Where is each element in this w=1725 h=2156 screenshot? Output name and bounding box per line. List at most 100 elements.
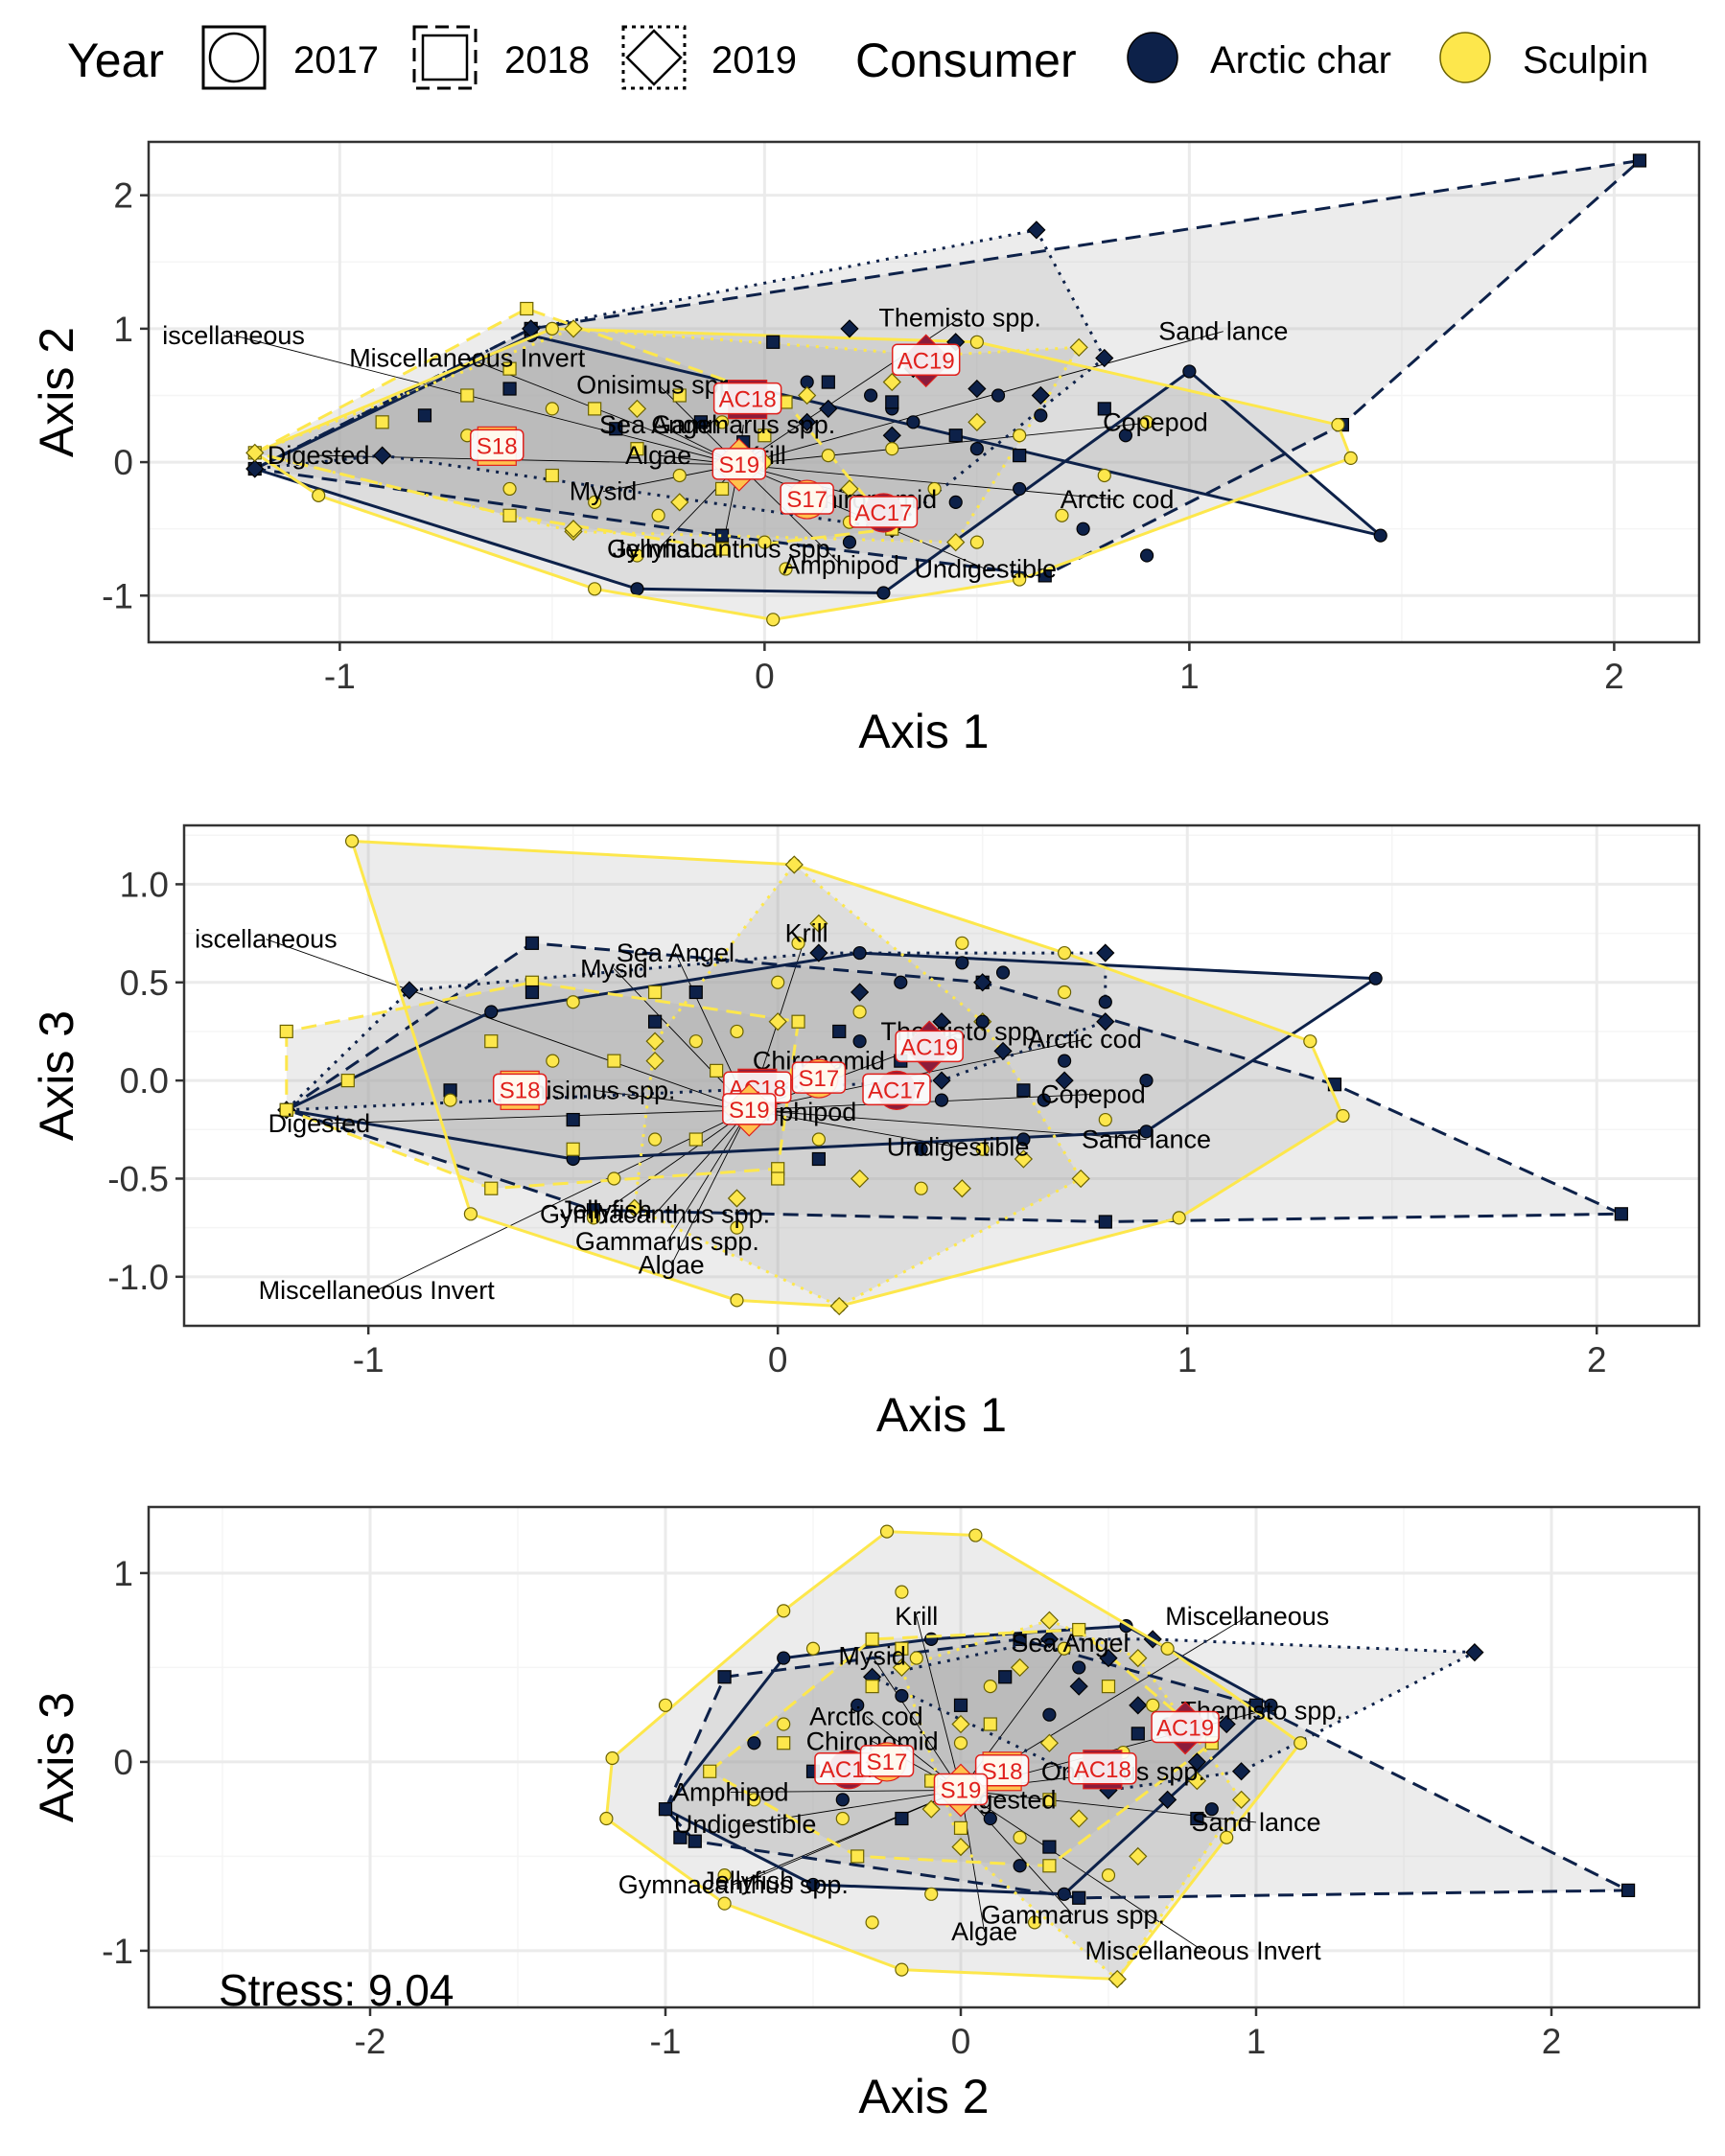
data-point-arctic-char-2019 <box>819 399 838 419</box>
panel-plot-area: Krill Miscellaneous Mysid Sea Angel Arctic c… <box>599 1524 1636 1989</box>
data-point-sculpin-2018 <box>1101 1680 1116 1694</box>
data-point-sculpin-2018 <box>771 1171 785 1186</box>
data-point-sculpin-2018 <box>714 481 730 497</box>
hull-vertex-point <box>968 1528 983 1542</box>
centroid-label-ac19: AC19 <box>897 348 955 374</box>
data-point-sculpin-2019 <box>967 412 987 431</box>
data-point-sculpin-2017 <box>983 1680 997 1694</box>
hull-fill-arctic-char-2018 <box>286 942 1621 1222</box>
centroid-label-box <box>849 496 919 528</box>
data-point-sculpin-2018 <box>865 1680 879 1694</box>
spider-line <box>748 1790 962 1882</box>
legend-key-2017 <box>201 25 267 90</box>
panel-border <box>182 823 1701 1328</box>
data-point-sculpin-2017 <box>630 548 644 563</box>
prey-label: Algae <box>639 1251 705 1280</box>
legend-square-symbol <box>421 34 469 81</box>
data-point-sculpin-2018 <box>588 402 602 416</box>
data-point-arctic-char-2019 <box>1099 1648 1118 1668</box>
data-point-sculpin-2017 <box>672 468 687 483</box>
data-point-arctic-char-2017 <box>969 442 984 456</box>
data-point-sculpin-2018 <box>953 1820 968 1835</box>
data-point-sculpin-2018 <box>545 468 559 483</box>
data-point-arctic-char-2018 <box>953 1698 968 1712</box>
hull-vertex-point <box>524 936 540 950</box>
data-point-sculpin-2017 <box>914 1181 928 1195</box>
centroid-label-ac19: AC19 <box>1156 1715 1214 1741</box>
prey-label: Onisimus spp. <box>576 370 740 399</box>
data-point-sculpin-2017 <box>779 562 793 576</box>
legend-year-2019: 2019 <box>711 39 797 81</box>
hull-outline-sculpin-2017 <box>604 1530 1303 1982</box>
data-point-sculpin-2017 <box>791 936 805 950</box>
panel-plot-area: iscellaneous Sea AngelKrillMysidThemisto … <box>195 834 1628 1316</box>
y-tick-label: 1 <box>113 310 133 349</box>
hull-vertex-point <box>1095 348 1114 368</box>
centroid-label-box <box>891 343 961 377</box>
centroid-label-ac17: AC17 <box>868 1078 925 1103</box>
data-point-sculpin-2017 <box>747 1793 761 1807</box>
data-point-sculpin-2018 <box>688 1132 703 1147</box>
x-axis-title: Axis 1 <box>876 1388 1007 1442</box>
prey-label: Sand lance <box>1158 317 1288 346</box>
hull-vertex-point <box>1042 1859 1057 1873</box>
prey-label: Miscellaneous Invert <box>349 344 586 373</box>
spider-line <box>960 1790 1203 1952</box>
prey-label: Digested <box>268 1109 371 1138</box>
data-point-sculpin-2017 <box>975 1142 990 1156</box>
legend-key-2019 <box>621 25 687 90</box>
hull-vertex-point <box>279 1024 293 1039</box>
data-point-arctic-char-2018 <box>821 375 835 389</box>
data-point-arctic-char-2018 <box>895 1811 909 1826</box>
hull-vertex-point <box>484 1005 499 1019</box>
y-tick-label: 1 <box>113 1554 133 1593</box>
hull-vertex-point <box>1620 1883 1636 1897</box>
data-point-arctic-char-2017 <box>906 415 921 429</box>
hull-vertex-point <box>630 582 644 596</box>
hull-vertex-point <box>1331 418 1345 432</box>
hull-vertex-point <box>1182 364 1197 379</box>
data-point-arctic-char-2018 <box>693 415 709 429</box>
panel-background <box>149 1507 1699 2007</box>
data-point-sculpin-2017 <box>586 1211 601 1225</box>
hull-vertex-point <box>730 1293 744 1308</box>
data-point-arctic-char-2019 <box>1055 1071 1074 1090</box>
centroid-label-s17: S17 <box>786 487 828 513</box>
prey-label: Arctic cod <box>1028 1025 1142 1054</box>
data-point-arctic-char-2017 <box>1204 1802 1219 1817</box>
data-point-sculpin-2017 <box>909 1651 923 1665</box>
x-tick-label: 1 <box>1177 1340 1198 1379</box>
spider-line <box>467 358 739 466</box>
data-point-arctic-char-2018 <box>998 1670 1013 1684</box>
hull-outline-arctic-char-2018 <box>283 941 1622 1224</box>
legend-sculpin-symbol <box>1439 32 1491 83</box>
data-point-arctic-char-2018 <box>1097 402 1111 416</box>
centroid-label-s18: S18 <box>982 1759 1023 1785</box>
centroid-label-ac17: AC17 <box>854 500 912 526</box>
prey-label: Undigestible <box>674 1810 817 1839</box>
hull-vertex-point <box>1294 1736 1308 1750</box>
panel-border <box>147 1505 1701 2009</box>
data-point-arctic-char-2017 <box>1058 1054 1072 1068</box>
y-axis-title: Axis 3 <box>30 1692 83 1822</box>
data-point-sculpin-2017 <box>502 481 517 497</box>
hull-vertex-point <box>599 1811 614 1826</box>
centroid-label-box <box>1151 1710 1220 1744</box>
centroid-label-box <box>859 1745 915 1777</box>
centroid-label-s19: S19 <box>729 1098 770 1124</box>
prey-label: Amphipod <box>782 550 899 579</box>
data-point-sculpin-2019 <box>1187 1771 1207 1791</box>
y-tick-label: 0.5 <box>120 963 169 1003</box>
centroid-label-box <box>492 1073 548 1106</box>
prey-label: Gymnacanthus spp. <box>618 1870 849 1899</box>
data-point-sculpin-2019 <box>809 914 828 933</box>
spider-line <box>605 1109 750 1211</box>
prey-label: Copepod <box>1103 407 1208 436</box>
data-point-sculpin-2019 <box>840 479 859 498</box>
hull-vertex-point <box>1107 1969 1127 1989</box>
data-point-sculpin-2018 <box>502 361 517 376</box>
data-point-sculpin-2017 <box>714 415 730 429</box>
hull-vertex-point <box>1336 1108 1350 1124</box>
data-point-sculpin-2019 <box>850 1169 870 1189</box>
spider-line <box>318 1109 750 1124</box>
